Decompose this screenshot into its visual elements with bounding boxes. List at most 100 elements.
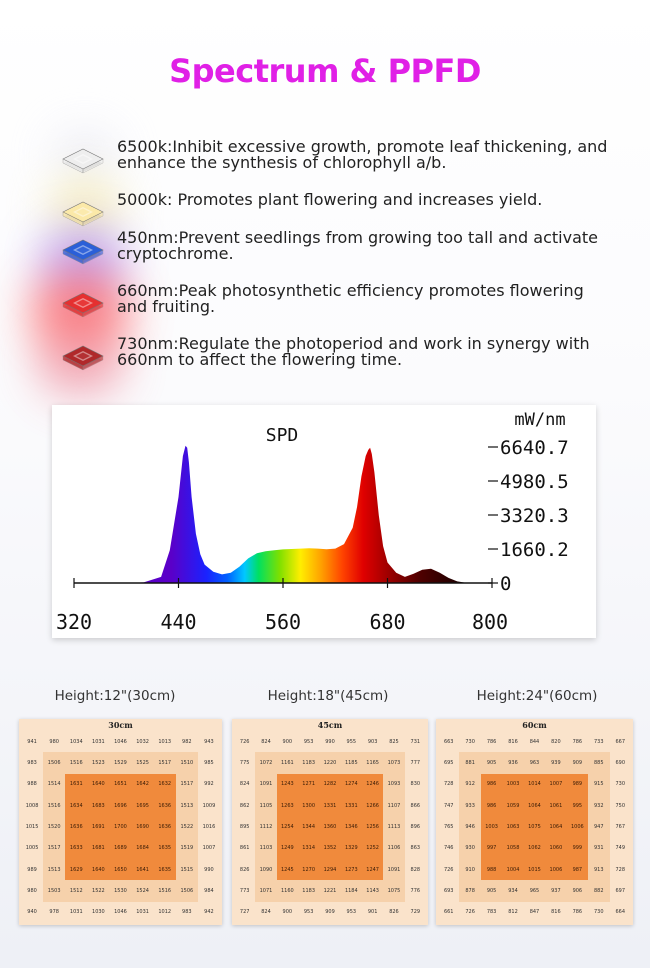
ppfd-cell: 1636 (65, 816, 88, 838)
height-label-60cm: Height:24"(60cm) (476, 688, 598, 704)
ppfd-cell: 946 (459, 816, 481, 838)
ppfd-cell: 1007 (545, 773, 567, 795)
ppfd-cell: 816 (508, 738, 518, 745)
ppfd-cell: 1072 (255, 752, 277, 774)
ppfd-cell: 1249 (276, 837, 298, 859)
grid-row: 989 1513 1629 1640 1650 1641 1635 1515 990 (21, 858, 220, 881)
ppfd-cell: 1031 (69, 909, 83, 916)
ppfd-cell: 861 (239, 845, 250, 852)
grid-row: 693 878 905 934 965 937 906 882 697 (438, 880, 631, 902)
ppfd-cell: 1695 (131, 794, 154, 817)
ppfd-cell: 982 (182, 738, 192, 745)
height-label-30cm: Height:12"(30cm) (54, 688, 176, 704)
ppfd-cell: 978 (49, 909, 59, 916)
ppfd-cell: 667 (615, 738, 626, 745)
ppfd-cell: 1690 (131, 816, 154, 838)
ppfd-cell: 1185 (340, 752, 362, 774)
grid-row: 983 1506 1516 1523 1529 1525 1517 1510 985 (21, 752, 220, 774)
ppfd-cell: 1008 (25, 802, 39, 809)
x-tick-label: 560 (265, 610, 301, 634)
y-tick-label: 0 (500, 573, 511, 595)
y-tick-label: 4980.5 (500, 471, 569, 493)
ppfd-cell: 995 (566, 794, 589, 817)
page-title: Spectrum & PPFD (169, 52, 481, 90)
ppfd-cell: 909 (325, 909, 335, 916)
ppfd-cell: 1060 (545, 837, 567, 859)
ppfd-cell: 1071 (255, 880, 277, 902)
ppfd-cell: 664 (615, 909, 626, 916)
ppfd-cell: 1003 (480, 816, 503, 838)
ppfd-cell: 1517 (175, 773, 198, 795)
ppfd-cell: 1256 (361, 816, 384, 838)
ppfd-cell: 1030 (92, 909, 105, 916)
ppfd-cell: 1520 (43, 816, 66, 838)
ppfd-cell: 661 (443, 909, 454, 916)
ppfd-cell: 990 (325, 738, 335, 745)
ppfd-cell: 1522 (175, 816, 198, 838)
feature-text: 450nm:Prevent seedlings from growing too… (117, 228, 598, 263)
ppfd-cell: 1004 (502, 858, 524, 881)
ppfd-cell: 1506 (43, 752, 66, 774)
ppfd-cell: 934 (502, 880, 524, 902)
ppfd-cell: 1529 (109, 752, 132, 774)
ppfd-cell: 992 (204, 781, 214, 788)
ppfd-cell: 1015 (523, 858, 546, 881)
ppfd-cell: 942 (204, 909, 214, 916)
ppfd-cell: 930 (459, 837, 481, 859)
grid-row: 824 1091 1243 1271 1282 1274 1246 1093 830 (234, 773, 426, 795)
ppfd-cell: 1007 (202, 845, 216, 852)
ppfd-cell: 1064 (523, 794, 546, 817)
ppfd-cell: 697 (615, 887, 626, 894)
ppfd-cell: 726 (239, 738, 250, 745)
ppfd-cell: 1015 (25, 823, 39, 830)
x-tick-label: 320 (56, 610, 92, 634)
ppfd-cell: 903 (367, 738, 378, 745)
grid-title: 45cm (317, 720, 343, 730)
ppfd-cell: 1683 (87, 794, 110, 817)
feature-text: 6500k:Inhibit excessive growth, promote … (117, 137, 608, 172)
ppfd-cell: 1515 (175, 858, 198, 881)
ppfd-cell: 825 (389, 738, 399, 745)
ppfd-cell: 940 (27, 909, 37, 916)
ppfd-cell: 749 (615, 845, 626, 852)
grid-row: 765 946 1003 1063 1075 1064 1006 947 767 (438, 816, 631, 838)
ppfd-cell: 882 (588, 880, 610, 902)
feature-text: 5000k: Promotes plant flowering and incr… (117, 190, 543, 209)
ppfd-cell: 895 (239, 823, 250, 830)
ppfd-cell: 1273 (340, 858, 362, 881)
ppfd-cell: 1629 (65, 858, 88, 881)
ppfd-cell: 955 (346, 738, 357, 745)
ppfd-cell: 983 (182, 909, 192, 916)
ppfd-grid-30cm: 30cm 941 980 1034 1031 1046 1032 1013 982 943 983… (19, 719, 222, 925)
ppfd-cell: 936 (502, 752, 524, 774)
ppfd-cell: 1522 (87, 880, 110, 902)
ppfd-cell: 727 (239, 909, 250, 916)
grid-row: 940 978 1031 1030 1046 1031 1012 983 942 (21, 902, 220, 923)
ppfd-cell: 997 (480, 837, 503, 859)
ppfd-cell: 1360 (319, 816, 341, 838)
ppfd-cell: 896 (410, 823, 421, 830)
grid-row: 726 824 900 953 990 955 903 825 731 (234, 731, 426, 752)
ppfd-cell: 963 (523, 752, 546, 774)
ppfd-cell: 1503 (43, 880, 66, 902)
ppfd-cell: 730 (594, 909, 604, 916)
ppfd-cell: 900 (282, 738, 293, 745)
ppfd-cell: 933 (459, 794, 481, 817)
feature-5000k: 5000k: Promotes plant flowering and incr… (0, 192, 650, 238)
ppfd-cell: 1263 (276, 794, 298, 817)
ppfd-cell: 953 (346, 909, 357, 916)
grid-row: 895 1112 1254 1344 1360 1346 1256 1113 896 (234, 816, 426, 838)
ppfd-cell: 1514 (43, 773, 66, 795)
ppfd-cell: 750 (615, 802, 626, 809)
ppfd-cell: 1282 (319, 773, 341, 795)
ppfd-cell: 1525 (131, 752, 154, 774)
ppfd-cell: 941 (27, 738, 37, 745)
ppfd-cell: 826 (239, 866, 250, 873)
ppfd-table: 726 824 900 953 990 955 903 825 731 775 1072 1161 11… (234, 731, 426, 923)
ppfd-cell: 1274 (340, 773, 362, 795)
ppfd-cell: 999 (566, 837, 589, 859)
ppfd-cell: 990 (204, 866, 214, 873)
ppfd-cell: 1183 (297, 752, 320, 774)
grid-row: 862 1105 1263 1300 1331 1331 1266 1107 866 (234, 794, 426, 817)
ppfd-cell: 1519 (175, 837, 198, 859)
